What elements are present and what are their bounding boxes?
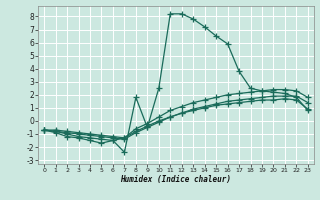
X-axis label: Humidex (Indice chaleur): Humidex (Indice chaleur) (121, 175, 231, 184)
